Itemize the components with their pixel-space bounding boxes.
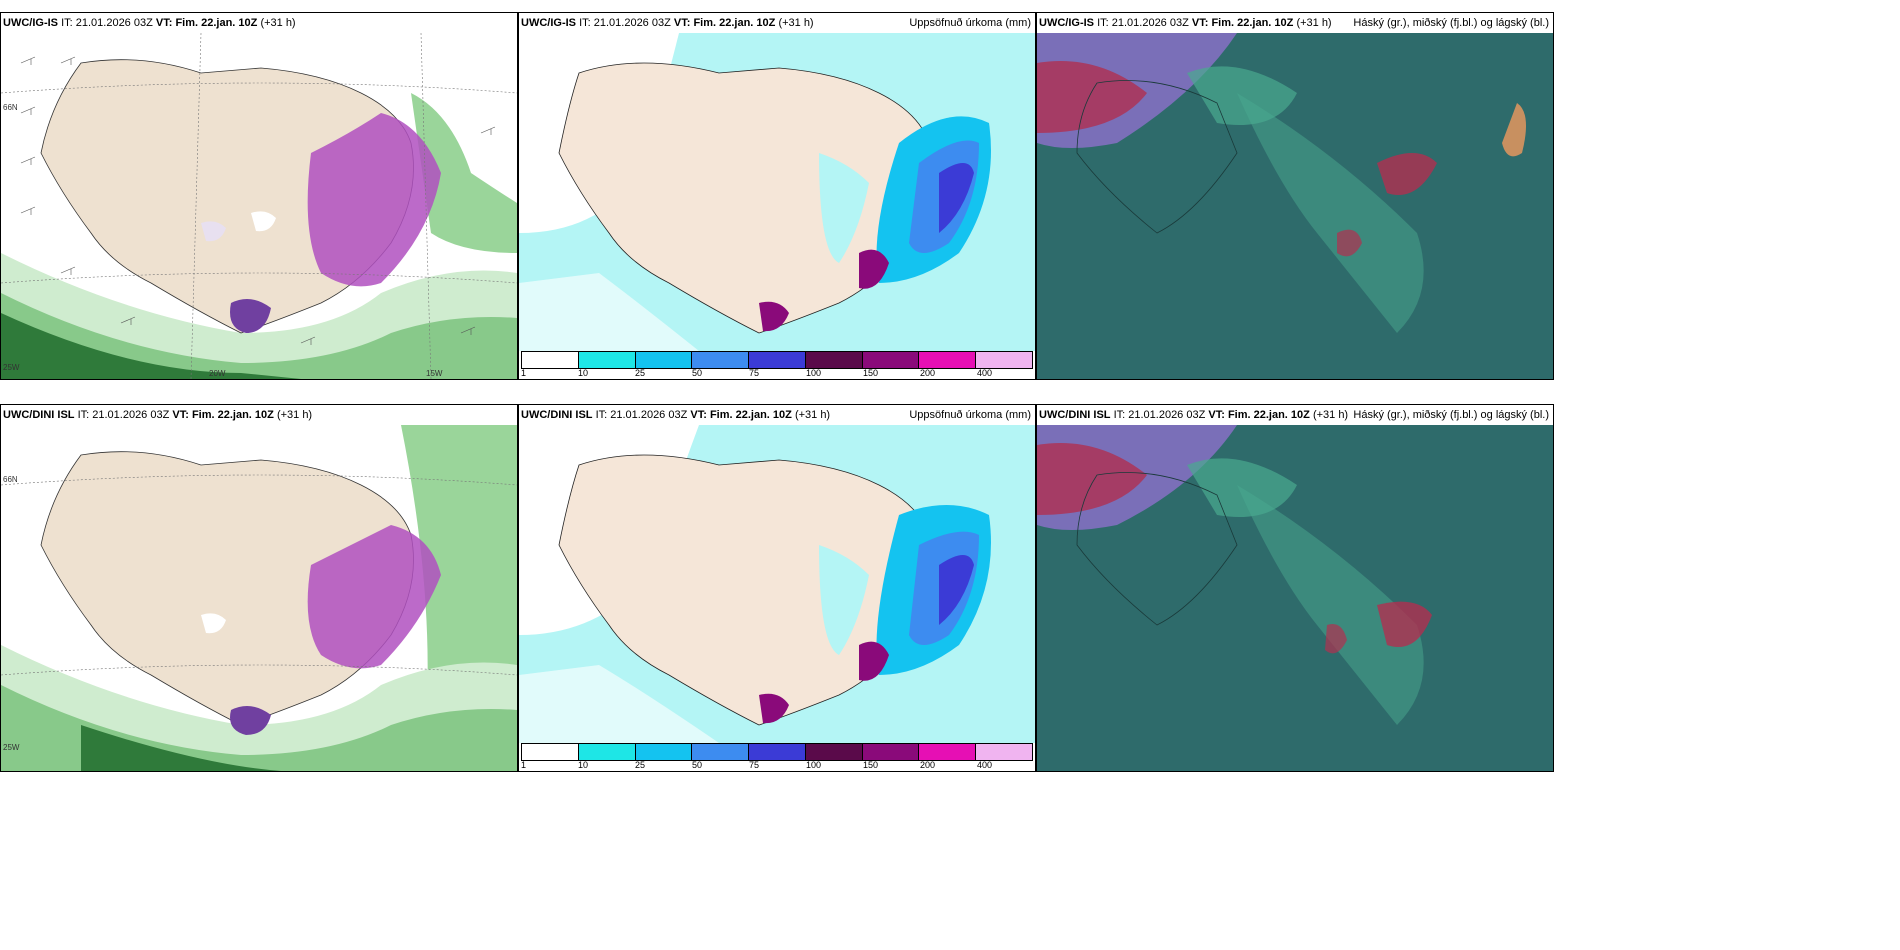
legend-swatch (976, 744, 1033, 760)
legend-label: 1 (521, 368, 527, 378)
legend-label: 10 (578, 368, 589, 378)
panel-bottom-clouds: UWC/DINI ISL IT: 21.01.2026 03Z VT: Fim.… (1036, 404, 1554, 772)
legend-swatch (749, 744, 806, 760)
legend-label: 10 (578, 760, 589, 770)
legend-label: 1 (521, 760, 527, 770)
legend-label: 150 (863, 760, 879, 770)
legend-label: 150 (863, 368, 879, 378)
legend-swatch (862, 352, 920, 368)
legend-swatch (919, 744, 977, 760)
legend-label: 100 (806, 760, 822, 770)
panel-bottom-wind: UWC/DINI ISL IT: 21.01.2026 03Z VT: Fim.… (0, 404, 518, 772)
panel-header: UWC/IG-IS IT: 21.01.2026 03Z VT: Fim. 22… (3, 17, 296, 29)
legend-label: 50 (692, 760, 703, 770)
legend-swatch (976, 352, 1033, 368)
legend-swatch (805, 744, 863, 760)
legend-label: 25 (635, 760, 646, 770)
legend-swatch (578, 744, 636, 760)
panel-header: UWC/DINI ISL IT: 21.01.2026 03Z VT: Fim.… (1037, 405, 1553, 425)
lat-tick: 66N (3, 103, 18, 112)
legend-label: 400 (977, 368, 993, 378)
legend-label: 75 (749, 368, 760, 378)
panel-title-right: Uppsöfnuð úrkoma (mm) (909, 17, 1031, 29)
legend-swatch (919, 352, 977, 368)
legend-swatch (522, 352, 579, 368)
lon-tick: 20W (209, 369, 226, 378)
precip-legend: 1 10 25 50 75 100 150 200 400 (519, 351, 1035, 379)
legend-swatch (635, 352, 693, 368)
legend-swatch (522, 744, 579, 760)
panel-top-clouds: UWC/IG-IS IT: 21.01.2026 03Z VT: Fim. 22… (1036, 12, 1554, 380)
panel-header: UWC/IG-IS IT: 21.01.2026 03Z VT: Fim. 22… (519, 13, 1035, 33)
lon-tick: 15W (426, 369, 443, 378)
legend-swatch (692, 744, 750, 760)
legend-label: 100 (806, 368, 822, 378)
lat-tick: 66N (3, 475, 18, 484)
legend-swatch (692, 352, 750, 368)
precip-map (519, 33, 1035, 351)
legend-swatch (862, 744, 920, 760)
precip-legend: 1 10 25 50 75 100 150 200 400 (519, 743, 1035, 771)
legend-swatch (635, 744, 693, 760)
legend-label: 75 (749, 760, 760, 770)
legend-swatch (749, 352, 806, 368)
legend-label: 25 (635, 368, 646, 378)
panel-title-right: Háský (gr.), miðský (fj.bl.) og lágský (… (1353, 409, 1549, 421)
precip-map (519, 425, 1035, 743)
legend-swatch (578, 352, 636, 368)
wind-map: 66N 25W (1, 425, 517, 771)
panel-bottom-precip: UWC/DINI ISL IT: 21.01.2026 03Z VT: Fim.… (518, 404, 1036, 772)
panel-title-right: Háský (gr.), miðský (fj.bl.) og lágský (… (1353, 17, 1549, 29)
wind-map: 66N 25W 20W 15W (1, 33, 517, 379)
cloud-map (1037, 425, 1553, 771)
panel-header: UWC/IG-IS IT: 21.01.2026 03Z VT: Fim. 22… (1037, 13, 1553, 33)
legend-swatch (805, 352, 863, 368)
precip-legend-bar (521, 351, 1033, 369)
precip-legend-bar (521, 743, 1033, 761)
legend-label: 200 (920, 368, 936, 378)
lon-tick: 25W (3, 363, 20, 372)
legend-label: 200 (920, 760, 936, 770)
lon-tick: 25W (3, 743, 20, 752)
panel-title-right: Uppsöfnuð úrkoma (mm) (909, 409, 1031, 421)
panel-header: UWC/DINI ISL IT: 21.01.2026 03Z VT: Fim.… (519, 405, 1035, 425)
cloud-map (1037, 33, 1553, 379)
panel-header: UWC/DINI ISL IT: 21.01.2026 03Z VT: Fim.… (3, 409, 313, 421)
legend-label: 400 (977, 760, 993, 770)
panel-top-wind: UWC/IG-IS IT: 21.01.2026 03Z VT: Fim. 22… (0, 12, 518, 380)
legend-label: 50 (692, 368, 703, 378)
panel-top-precip: UWC/IG-IS IT: 21.01.2026 03Z VT: Fim. 22… (518, 12, 1036, 380)
